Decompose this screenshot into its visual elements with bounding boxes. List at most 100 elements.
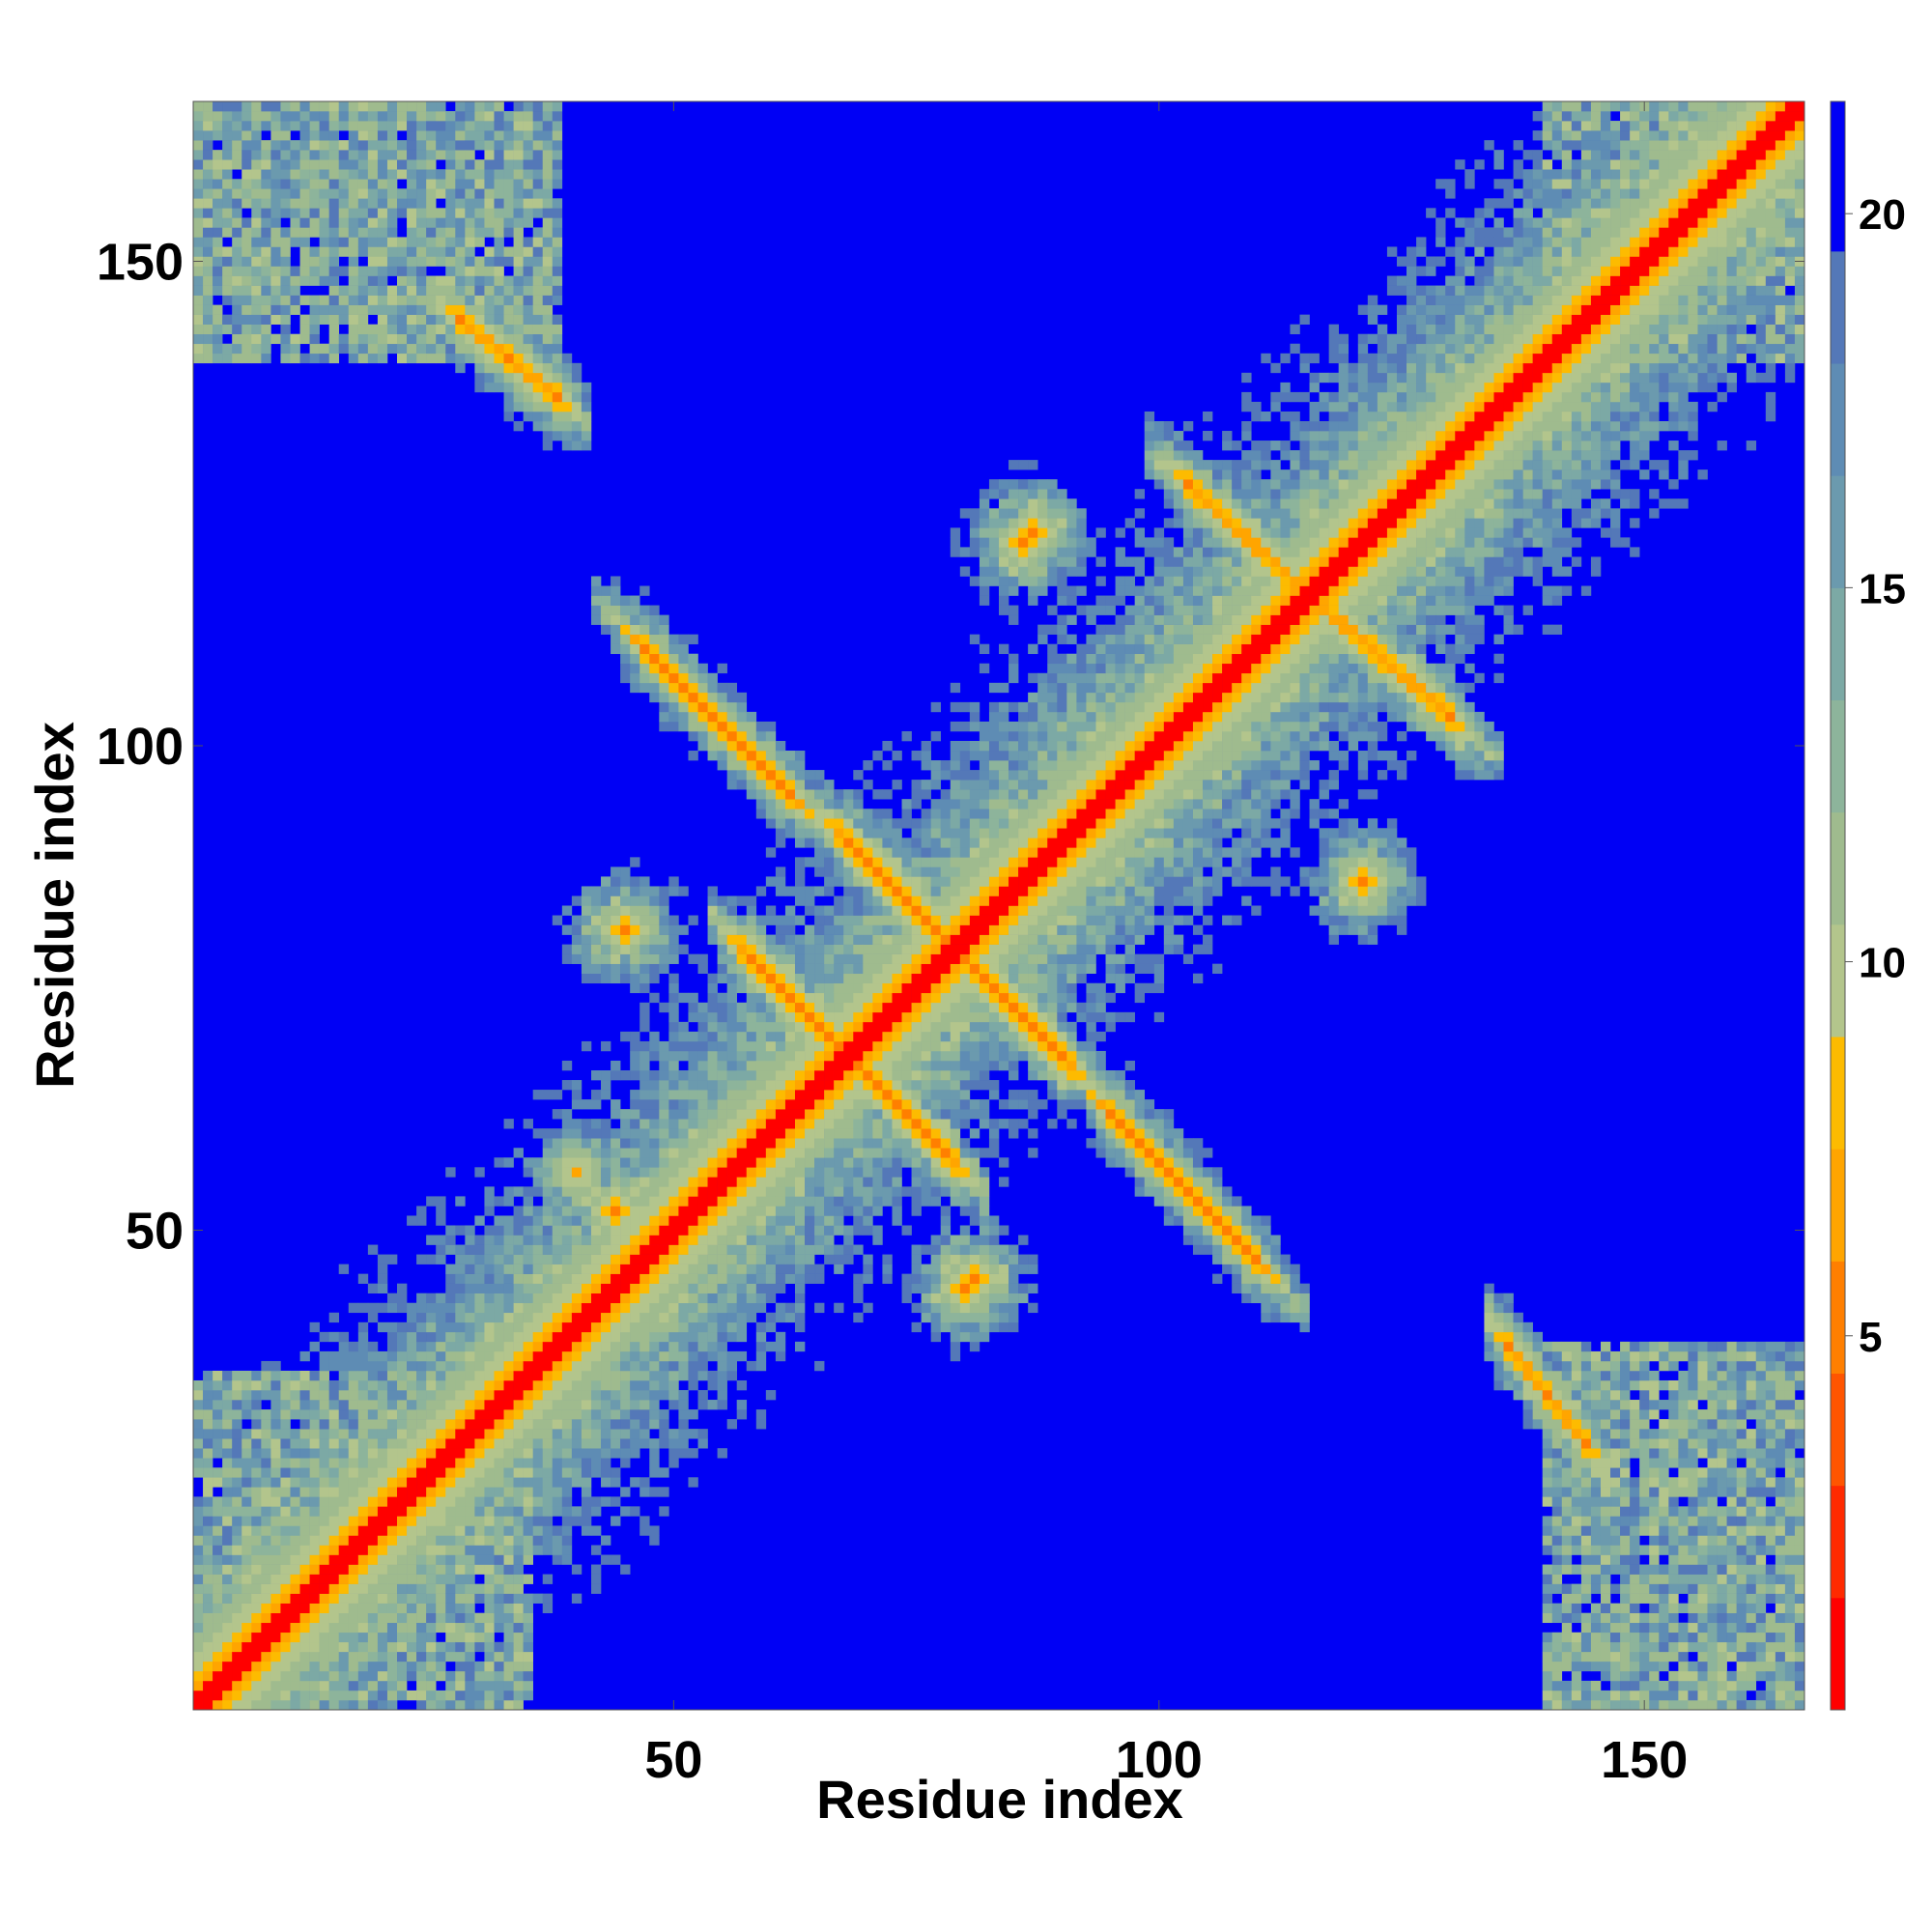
heatmap-cell xyxy=(765,760,777,771)
heatmap-cell xyxy=(494,150,504,160)
heatmap-cell xyxy=(474,1554,485,1565)
heatmap-cell xyxy=(590,1099,602,1110)
heatmap-cell xyxy=(290,227,300,238)
heatmap-cell xyxy=(222,101,233,112)
heatmap-cell xyxy=(755,1031,767,1042)
heatmap-cell xyxy=(678,672,689,684)
heatmap-cell xyxy=(911,895,922,906)
heatmap-cell xyxy=(581,1148,592,1158)
heatmap-cell xyxy=(630,905,640,916)
heatmap-cell xyxy=(328,1535,340,1546)
heatmap-cell xyxy=(377,1670,388,1682)
heatmap-cell xyxy=(503,1564,514,1575)
heatmap-cell xyxy=(794,1138,806,1149)
heatmap-cell xyxy=(436,1390,446,1401)
heatmap-cell xyxy=(930,982,942,994)
heatmap-cell xyxy=(930,818,942,829)
heatmap-cell xyxy=(513,1302,524,1314)
heatmap-cell xyxy=(639,1215,650,1226)
heatmap-cell xyxy=(697,1031,708,1042)
heatmap-cell xyxy=(484,121,495,131)
heatmap-cell xyxy=(367,1612,379,1624)
heatmap-cell xyxy=(794,1283,806,1293)
heatmap-cell xyxy=(707,1350,718,1362)
heatmap-cell xyxy=(465,1641,475,1653)
heatmap-cell xyxy=(357,227,369,238)
heatmap-cell xyxy=(367,130,379,141)
heatmap-cell xyxy=(465,1477,475,1488)
heatmap-cell xyxy=(668,1050,679,1062)
heatmap-cell xyxy=(775,1128,786,1139)
heatmap-cell xyxy=(290,1699,300,1711)
heatmap-cell xyxy=(416,1516,427,1526)
heatmap-cell xyxy=(649,1070,660,1081)
heatmap-cell xyxy=(445,1370,456,1381)
heatmap-cell xyxy=(203,1574,213,1584)
heatmap-cell xyxy=(590,595,602,606)
heatmap-cell xyxy=(357,1360,369,1372)
heatmap-cell xyxy=(397,1574,408,1584)
heatmap-cell xyxy=(814,1031,825,1042)
heatmap-cell xyxy=(386,314,398,325)
heatmap-cell xyxy=(503,1400,514,1410)
heatmap-cell xyxy=(523,217,533,228)
heatmap-cell xyxy=(834,1099,844,1110)
heatmap-cell xyxy=(348,1400,359,1410)
heatmap-cell xyxy=(280,1612,291,1624)
heatmap-cell xyxy=(436,1312,446,1323)
heatmap-cell xyxy=(309,304,320,315)
heatmap-cell xyxy=(503,333,514,345)
heatmap-cell xyxy=(805,1119,815,1129)
heatmap-cell xyxy=(357,1321,369,1333)
heatmap-cell xyxy=(950,1331,961,1343)
heatmap-cell xyxy=(552,1109,563,1120)
heatmap-cell xyxy=(940,1031,952,1042)
heatmap-cell xyxy=(445,1651,456,1662)
heatmap-cell xyxy=(270,1525,281,1536)
heatmap-cell xyxy=(590,1206,602,1216)
heatmap-cell xyxy=(717,701,727,713)
heatmap-cell xyxy=(911,789,922,800)
heatmap-cell xyxy=(843,963,854,975)
heatmap-cell xyxy=(736,1400,748,1410)
heatmap-cell xyxy=(367,1379,379,1391)
heatmap-cell xyxy=(668,634,679,644)
heatmap-cell xyxy=(697,692,708,703)
heatmap-cell xyxy=(338,1409,350,1420)
heatmap-cell xyxy=(494,111,504,122)
heatmap-cell xyxy=(523,1429,533,1439)
heatmap-cell xyxy=(299,1379,310,1391)
heatmap-cell xyxy=(261,1612,271,1624)
heatmap-cell xyxy=(882,1119,893,1129)
heatmap-cell xyxy=(542,1390,554,1401)
heatmap-cell xyxy=(338,121,350,131)
heatmap-cell xyxy=(328,188,340,199)
heatmap-cell xyxy=(222,285,233,296)
heatmap-cell xyxy=(309,1574,320,1584)
heatmap-cell xyxy=(242,1477,252,1488)
heatmap-cell xyxy=(328,208,340,218)
heatmap-cell xyxy=(513,324,524,335)
heatmap-cell xyxy=(853,1186,864,1197)
heatmap-cell xyxy=(571,1128,582,1139)
heatmap-cell xyxy=(824,982,835,994)
heatmap-cell xyxy=(270,1593,281,1604)
heatmap-cell xyxy=(513,1525,524,1536)
heatmap-cell xyxy=(523,1438,533,1449)
heatmap-cell xyxy=(484,1196,495,1207)
heatmap-cell xyxy=(765,934,777,945)
heatmap-cell xyxy=(620,1564,631,1575)
heatmap-cell xyxy=(668,886,679,896)
heatmap-cell xyxy=(590,1564,602,1575)
heatmap-cell xyxy=(397,1350,408,1362)
heatmap-cell xyxy=(386,1661,398,1672)
heatmap-cell xyxy=(755,1011,767,1023)
heatmap-cell xyxy=(426,1632,437,1643)
heatmap-cell xyxy=(620,1429,631,1439)
heatmap-cell xyxy=(397,1429,408,1439)
heatmap-cell xyxy=(261,1593,271,1604)
heatmap-cell xyxy=(882,760,893,771)
heatmap-cell xyxy=(834,867,844,877)
heatmap-cell xyxy=(775,934,786,945)
heatmap-cell xyxy=(678,1109,689,1120)
